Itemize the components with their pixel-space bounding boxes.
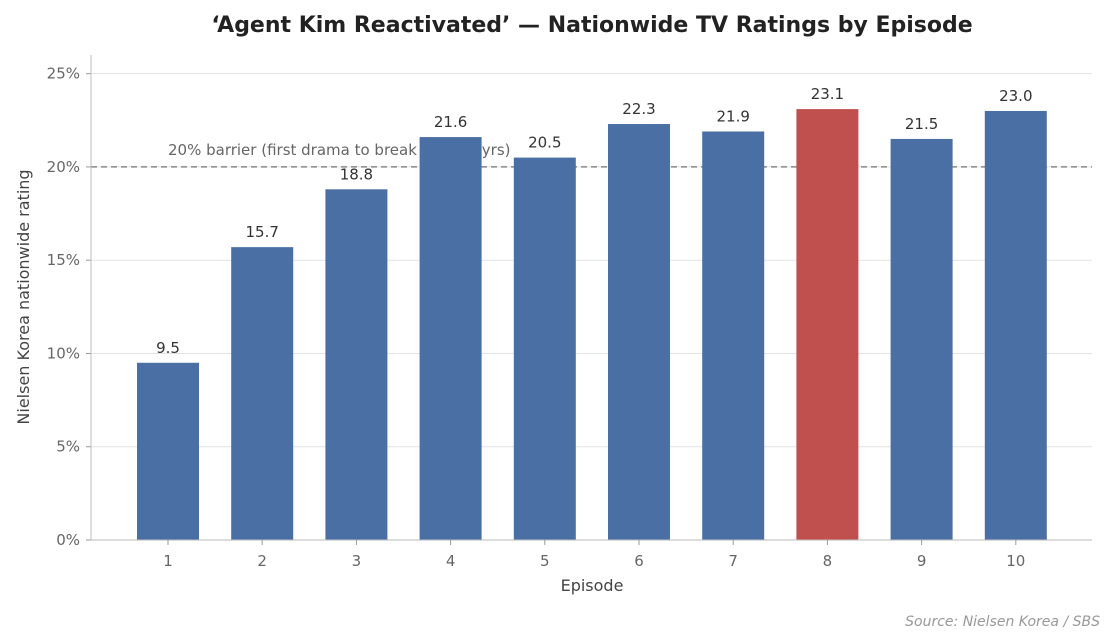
value-label: 22.3 [622,100,655,118]
y-axis-label: Nielsen Korea nationwide rating [14,169,33,424]
x-tick-label: 3 [352,552,362,570]
bar-episode-6 [608,124,670,541]
bar-episode-10 [984,110,1047,540]
x-tick-label: 4 [446,552,456,570]
bar-episode-3 [325,189,388,541]
bar-episode-1 [137,362,199,540]
value-label: 21.9 [716,107,749,125]
x-tick-label: 2 [257,552,267,570]
x-tick-label: 8 [823,552,833,570]
x-tick-label: 1 [163,552,173,570]
x-tick-label: 5 [540,552,550,570]
value-label: 18.8 [340,165,373,183]
x-tick-label: 9 [917,552,927,570]
chart-title: ‘Agent Kim Reactivated’ — Nationwide TV … [211,13,972,38]
x-tick-label: 7 [728,552,738,570]
bar-episode-2 [231,247,294,540]
x-tick-label: 10 [1006,552,1025,570]
value-label: 23.1 [811,85,844,103]
y-tick-label: 0% [56,531,80,549]
value-label: 20.5 [528,134,561,152]
y-tick-label: 20% [47,158,80,176]
bar-episode-5 [513,157,576,540]
y-tick-label: 5% [56,438,80,456]
y-tick-label: 25% [47,65,80,83]
value-label: 9.5 [156,339,180,357]
x-axis-label: Episode [561,576,624,595]
value-label: 21.6 [434,113,467,131]
value-label: 23.0 [999,87,1032,105]
axes: 0% 5% 10% 15% 20% 25% 1 2 3 4 5 6 7 8 9 10 [47,55,1092,570]
y-tick-label: 10% [47,344,80,362]
bar-episode-9 [890,138,953,540]
bar-episode-7 [702,131,765,540]
source-note: Source: Nielsen Korea / SBS [905,614,1100,630]
bars [137,109,1047,541]
x-tick-label: 6 [634,552,644,570]
bar-episode-8 [796,109,859,540]
y-tick-label: 15% [47,251,80,269]
value-labels: 9.5 15.7 18.8 21.6 20.5 22.3 21.9 23.1 21.5 23.0 [156,85,1032,357]
value-label: 15.7 [245,223,278,241]
bar-episode-4 [419,137,482,541]
value-label: 21.5 [905,115,938,133]
